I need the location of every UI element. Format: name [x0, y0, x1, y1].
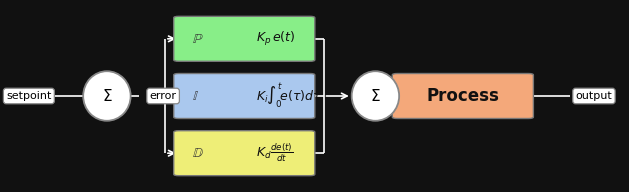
FancyBboxPatch shape [174, 131, 315, 176]
Text: $\mathbb{P}$: $\mathbb{P}$ [192, 32, 204, 46]
Ellipse shape [83, 71, 131, 121]
Text: $\Sigma$: $\Sigma$ [102, 88, 112, 104]
Text: setpoint: setpoint [6, 91, 52, 101]
Text: Process: Process [426, 87, 499, 105]
Text: output: output [576, 91, 613, 101]
FancyBboxPatch shape [174, 74, 315, 118]
Text: $K_p\, e(t)$: $K_p\, e(t)$ [255, 30, 295, 48]
FancyBboxPatch shape [392, 74, 533, 118]
Text: $\mathbb{D}$: $\mathbb{D}$ [192, 146, 204, 160]
Text: $\Sigma$: $\Sigma$ [370, 88, 381, 104]
Ellipse shape [352, 71, 399, 121]
Text: $\mathbb{I}$: $\mathbb{I}$ [192, 89, 199, 103]
Text: $K_i \int_0^t\! e(\tau)d\tau$: $K_i \int_0^t\! e(\tau)d\tau$ [255, 82, 321, 110]
FancyBboxPatch shape [174, 16, 315, 61]
Text: $K_d \frac{de(t)}{dt}$: $K_d \frac{de(t)}{dt}$ [255, 142, 293, 165]
Text: error: error [150, 91, 177, 101]
